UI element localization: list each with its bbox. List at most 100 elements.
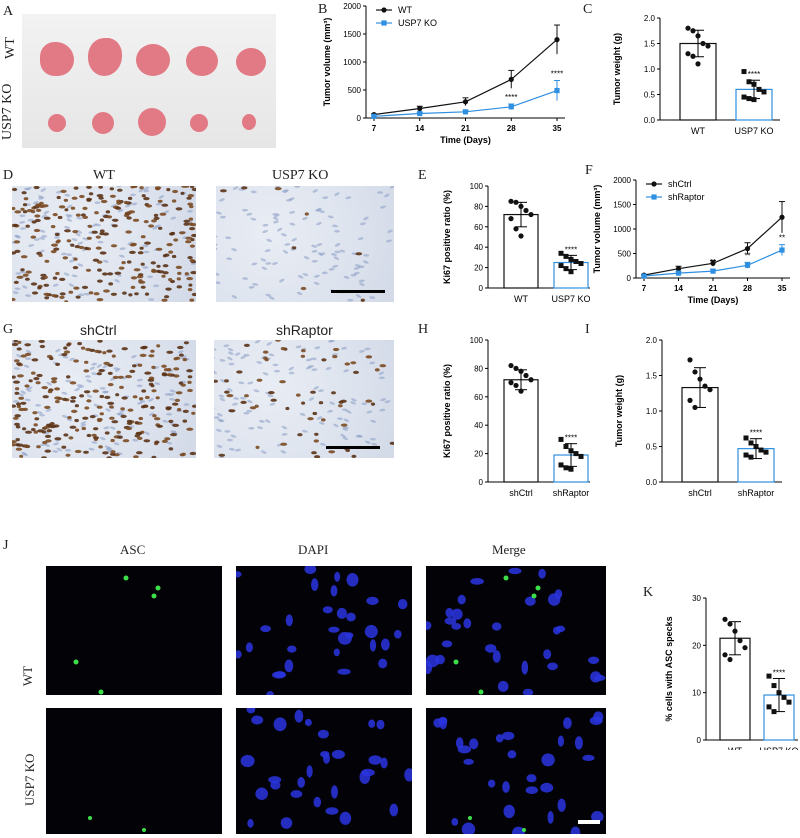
- asc-speck: [151, 593, 157, 599]
- dapi-nucleus: [364, 624, 378, 639]
- chart-i-tumor-weight: 0.0 0.5 1.0 1.5 2.0 Tumor weight (g) shCtrl shR…: [614, 336, 782, 498]
- x-tick-label: 21: [461, 124, 470, 133]
- data-point: [786, 699, 792, 705]
- nucleus-brown: [166, 350, 174, 354]
- nucleus-brown: [25, 430, 32, 434]
- nucleus-blue: [261, 266, 268, 270]
- panel-letter-g: G: [3, 322, 14, 337]
- nucleus-brown: [74, 449, 82, 454]
- nucleus-blue: [369, 437, 376, 441]
- nucleus-brown: [121, 396, 128, 400]
- nucleus-blue: [226, 438, 233, 442]
- nucleus-brown: [262, 350, 269, 354]
- nucleus-brown: [150, 349, 155, 353]
- x-tick-label: USP7 KO: [759, 746, 798, 750]
- nucleus-brown: [23, 197, 29, 201]
- nucleus-blue: [152, 226, 158, 230]
- nucleus-brown: [186, 196, 192, 200]
- nucleus-blue: [318, 421, 325, 425]
- nucleus-blue: [378, 376, 385, 380]
- data-point: [513, 365, 519, 371]
- nucleus-brown: [52, 213, 58, 217]
- nucleus-blue: [143, 189, 150, 193]
- dapi-nucleus: [469, 738, 479, 750]
- nucleus-blue: [232, 186, 239, 190]
- nucleus-blue: [163, 210, 170, 214]
- nucleus-brown: [107, 272, 114, 276]
- nucleus-blue: [36, 411, 43, 415]
- nucleus-brown: [110, 450, 116, 454]
- nucleus-brown: [144, 241, 151, 245]
- nucleus-brown: [150, 261, 156, 265]
- nucleus-brown: [75, 213, 81, 217]
- nucleus-blue: [91, 362, 98, 366]
- nucleus-blue: [154, 382, 161, 386]
- nucleus-brown: [389, 441, 394, 445]
- nucleus-brown: [12, 342, 19, 347]
- nucleus-brown: [72, 266, 79, 270]
- nucleus-brown: [41, 456, 47, 458]
- nucleus-brown: [102, 272, 108, 276]
- nucleus-brown: [21, 191, 27, 195]
- nucleus-blue: [242, 277, 249, 280]
- dapi-nucleus: [304, 566, 317, 575]
- nucleus-brown: [96, 298, 104, 302]
- nucleus-blue: [66, 218, 73, 222]
- nucleus-brown: [166, 243, 173, 247]
- nucleus-blue: [71, 238, 78, 242]
- nucleus-brown: [118, 266, 125, 270]
- nucleus-blue: [78, 293, 85, 297]
- nucleus-blue: [334, 250, 341, 254]
- nucleus-blue: [82, 237, 89, 241]
- nucleus-blue: [250, 190, 257, 194]
- ihc-image-shctrl: [12, 340, 196, 458]
- nucleus-blue: [276, 227, 283, 232]
- nucleus-brown: [13, 380, 20, 384]
- dapi-nucleus: [322, 606, 333, 614]
- dapi-nucleus: [304, 718, 312, 727]
- nucleus-brown: [344, 362, 351, 366]
- data-point: [578, 261, 584, 267]
- data-point: [508, 76, 514, 82]
- nucleus-blue: [41, 235, 48, 238]
- nucleus-brown: [12, 206, 16, 211]
- nucleus-blue: [155, 202, 162, 206]
- nucleus-blue: [136, 378, 143, 382]
- nucleus-blue: [216, 247, 218, 251]
- data-point: [563, 266, 569, 272]
- nucleus-brown: [191, 187, 196, 192]
- legend-label: shCtrl: [668, 179, 692, 189]
- dapi-nucleus: [485, 644, 497, 653]
- nucleus-brown: [70, 243, 75, 247]
- data-point: [743, 452, 749, 458]
- y-tick-label: 500: [348, 86, 362, 95]
- dapi-nucleus: [376, 719, 385, 730]
- nucleus-brown: [171, 199, 177, 203]
- nucleus-brown: [190, 271, 196, 275]
- nucleus-blue: [53, 442, 60, 446]
- nucleus-brown: [256, 378, 263, 382]
- nucleus-brown: [139, 186, 144, 190]
- tumor-ko-1: [48, 114, 66, 132]
- nucleus-brown: [173, 238, 179, 242]
- data-point: [746, 79, 752, 85]
- nucleus-brown: [138, 416, 144, 421]
- nucleus-blue: [216, 211, 222, 215]
- nucleus-brown: [280, 347, 286, 351]
- data-point: [568, 466, 574, 472]
- data-point: [563, 444, 569, 449]
- dapi-nucleus: [274, 671, 286, 678]
- nucleus-brown: [307, 417, 314, 421]
- nucleus-blue: [74, 387, 80, 392]
- nucleus-brown: [97, 268, 102, 272]
- data-point: [508, 198, 514, 204]
- nucleus-brown: [168, 447, 174, 451]
- nucleus-brown: [77, 342, 82, 346]
- data-point: [761, 89, 767, 95]
- nucleus-blue: [303, 256, 310, 260]
- nucleus-blue: [52, 283, 59, 287]
- dapi-nucleus: [457, 594, 466, 605]
- nucleus-blue: [45, 408, 52, 412]
- nucleus-blue: [181, 355, 187, 359]
- nucleus-blue: [351, 398, 357, 402]
